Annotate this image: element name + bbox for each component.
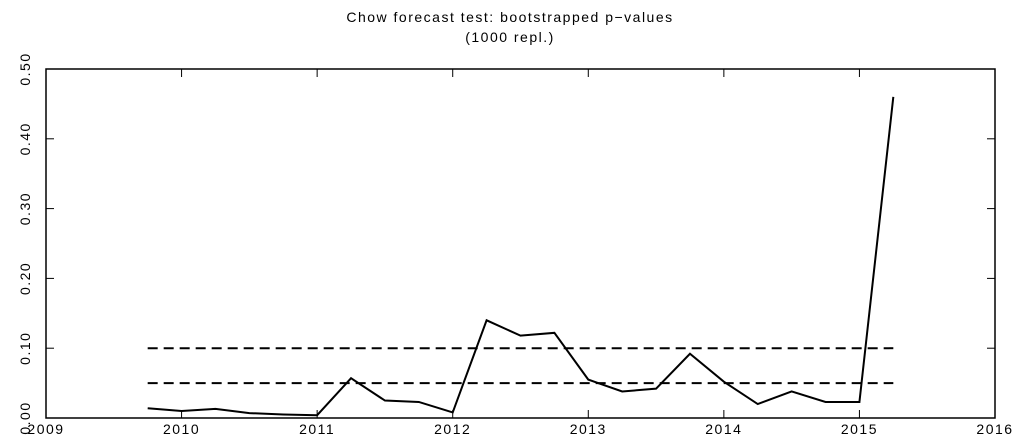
x-tick-label: 2014 bbox=[705, 421, 742, 437]
chart-title: Chow forecast test: bootstrapped p−value… bbox=[346, 9, 673, 25]
x-tick-label: 2011 bbox=[299, 421, 335, 437]
y-tick-label: 0.10 bbox=[17, 332, 33, 365]
x-tick-label: 2010 bbox=[163, 421, 200, 437]
series-line bbox=[147, 96, 895, 417]
x-tick-label: 2013 bbox=[570, 421, 607, 437]
x-tick-label: 2016 bbox=[976, 421, 1013, 437]
y-tick-label: 0.20 bbox=[17, 262, 33, 295]
plot-frame bbox=[45, 68, 996, 419]
y-tick-label: 0.30 bbox=[17, 192, 33, 225]
chart-subtitle: (1000 repl.) bbox=[465, 29, 555, 45]
y-tick-label: 0.50 bbox=[17, 52, 33, 85]
y-tick-label: 0.40 bbox=[17, 122, 33, 155]
x-tick-label: 2015 bbox=[841, 421, 878, 437]
y-tick-label: 0.00 bbox=[17, 401, 33, 434]
x-tick-label: 2012 bbox=[434, 421, 471, 437]
x-tick-label: 2009 bbox=[27, 421, 64, 437]
